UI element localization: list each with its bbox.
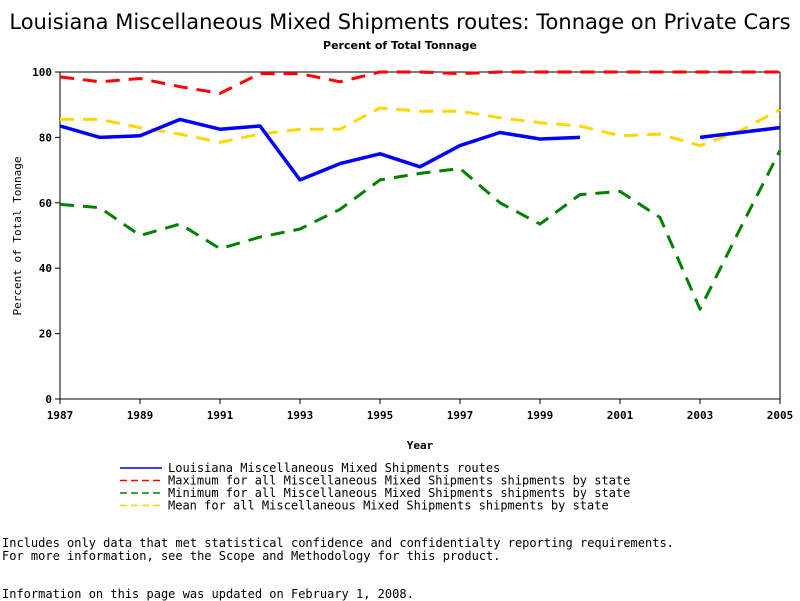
y-tick-label: 100 [32, 66, 52, 79]
legend-label: Minimum for all Miscellaneous Mixed Ship… [168, 486, 630, 500]
x-tick-label: 1999 [527, 409, 554, 422]
y-tick-label: 80 [39, 131, 52, 144]
x-tick-label: 2003 [687, 409, 714, 422]
y-tick-label: 20 [39, 328, 52, 341]
legend-label: Louisiana Miscellaneous Mixed Shipments … [168, 461, 500, 475]
x-tick-label: 1987 [47, 409, 74, 422]
legend-label: Maximum for all Miscellaneous Mixed Ship… [168, 474, 630, 488]
y-axis-label: Percent of Total Tonnage [11, 157, 24, 316]
x-tick-label: 1989 [127, 409, 154, 422]
x-tick-label: 1995 [367, 409, 394, 422]
series-line-0 [699, 125, 781, 140]
x-axis-label: Year [407, 439, 434, 452]
footer-note-methodology: For more information, see the Scope and … [2, 549, 501, 563]
series-line-2 [59, 149, 782, 311]
footer-note-confidentiality: Includes only data that met statistical … [2, 536, 674, 550]
y-axis: 0 20 40 60 80 100 [32, 66, 60, 406]
x-tick-label: 2001 [607, 409, 634, 422]
y-tick-label: 40 [39, 262, 52, 275]
x-tick-label: 1993 [287, 409, 314, 422]
y-tick-label: 60 [39, 197, 52, 210]
series-line-0 [59, 117, 581, 182]
footer-update-date: Information on this page was updated on … [2, 587, 414, 601]
x-tick-label: 2005 [767, 409, 794, 422]
x-tick-label: 1997 [447, 409, 474, 422]
series-line-1 [59, 70, 780, 95]
series-layer [59, 70, 782, 311]
x-axis: 1987 1989 1991 1993 1995 1997 1999 2001 2003 2005 [47, 399, 794, 422]
chart-title: Louisiana Miscellaneous Mixed Shipments … [9, 10, 790, 34]
plot-frame [59, 71, 781, 400]
chart-subtitle: Percent of Total Tonnage [323, 39, 477, 52]
x-tick-label: 1991 [207, 409, 234, 422]
series-line-3 [60, 106, 781, 148]
y-tick-label: 0 [45, 393, 52, 406]
legend-label: Mean for all Miscellaneous Mixed Shipmen… [168, 499, 609, 513]
legend: Louisiana Miscellaneous Mixed Shipments … [120, 461, 630, 513]
